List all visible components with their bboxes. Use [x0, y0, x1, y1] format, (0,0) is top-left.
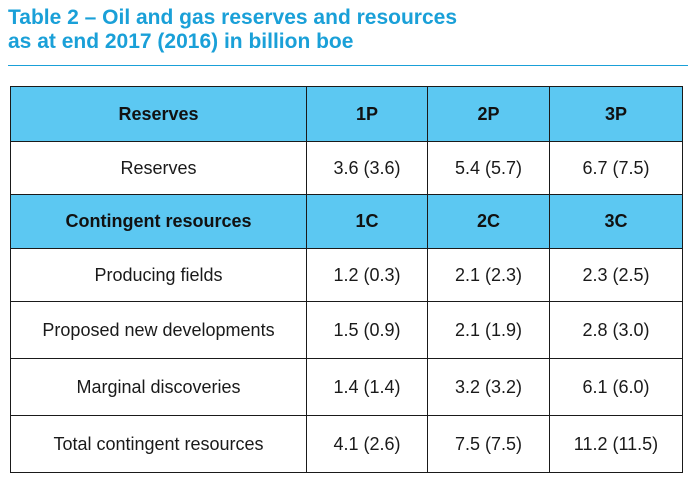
header-cell: 1C [306, 194, 428, 249]
header-cell: 3C [549, 194, 683, 249]
table-cell: 2.8 (3.0) [549, 301, 683, 359]
table-cell: 1.5 (0.9) [306, 301, 428, 359]
table-cell: 11.2 (11.5) [549, 415, 683, 473]
table-cell: 3.2 (3.2) [427, 358, 550, 416]
table-cell: 6.1 (6.0) [549, 358, 683, 416]
row-label: Reserves [10, 141, 307, 195]
row-label: Proposed new developments [10, 301, 307, 359]
table-cell: 7.5 (7.5) [427, 415, 550, 473]
header-cell: 2P [427, 86, 550, 142]
header-cell: Reserves [10, 86, 307, 142]
reserves-table: Reserves 1P 2P 3P Reserves 3.6 (3.6) 5.4… [10, 86, 683, 473]
table-title: Table 2 – Oil and gas reserves and resou… [8, 6, 457, 54]
table-cell: 2.3 (2.5) [549, 248, 683, 302]
table-row: Reserves 3.6 (3.6) 5.4 (5.7) 6.7 (7.5) [10, 141, 683, 195]
table-cell: 4.1 (2.6) [306, 415, 428, 473]
row-label: Total contingent resources [10, 415, 307, 473]
table-cell: 2.1 (2.3) [427, 248, 550, 302]
header-cell: 2C [427, 194, 550, 249]
header-cell: 3P [549, 86, 683, 142]
table-cell: 5.4 (5.7) [427, 141, 550, 195]
table-cell: 6.7 (7.5) [549, 141, 683, 195]
reserves-header-row: Reserves 1P 2P 3P [10, 86, 683, 142]
table-cell: 1.2 (0.3) [306, 248, 428, 302]
table-row: Marginal discoveries 1.4 (1.4) 3.2 (3.2)… [10, 358, 683, 416]
table-row: Total contingent resources 4.1 (2.6) 7.5… [10, 415, 683, 473]
table-cell: 1.4 (1.4) [306, 358, 428, 416]
header-cell: Contingent resources [10, 194, 307, 249]
row-label: Marginal discoveries [10, 358, 307, 416]
table-cell: 3.6 (3.6) [306, 141, 428, 195]
table-title-line-2: as at end 2017 (2016) in billion boe [8, 30, 354, 53]
table-title-line-1: Table 2 – Oil and gas reserves and resou… [8, 6, 457, 29]
row-label: Producing fields [10, 248, 307, 302]
header-cell: 1P [306, 86, 428, 142]
contingent-header-row: Contingent resources 1C 2C 3C [10, 194, 683, 249]
table-row: Producing fields 1.2 (0.3) 2.1 (2.3) 2.3… [10, 248, 683, 302]
title-divider [8, 65, 688, 66]
table-cell: 2.1 (1.9) [427, 301, 550, 359]
table-row: Proposed new developments 1.5 (0.9) 2.1 … [10, 301, 683, 359]
